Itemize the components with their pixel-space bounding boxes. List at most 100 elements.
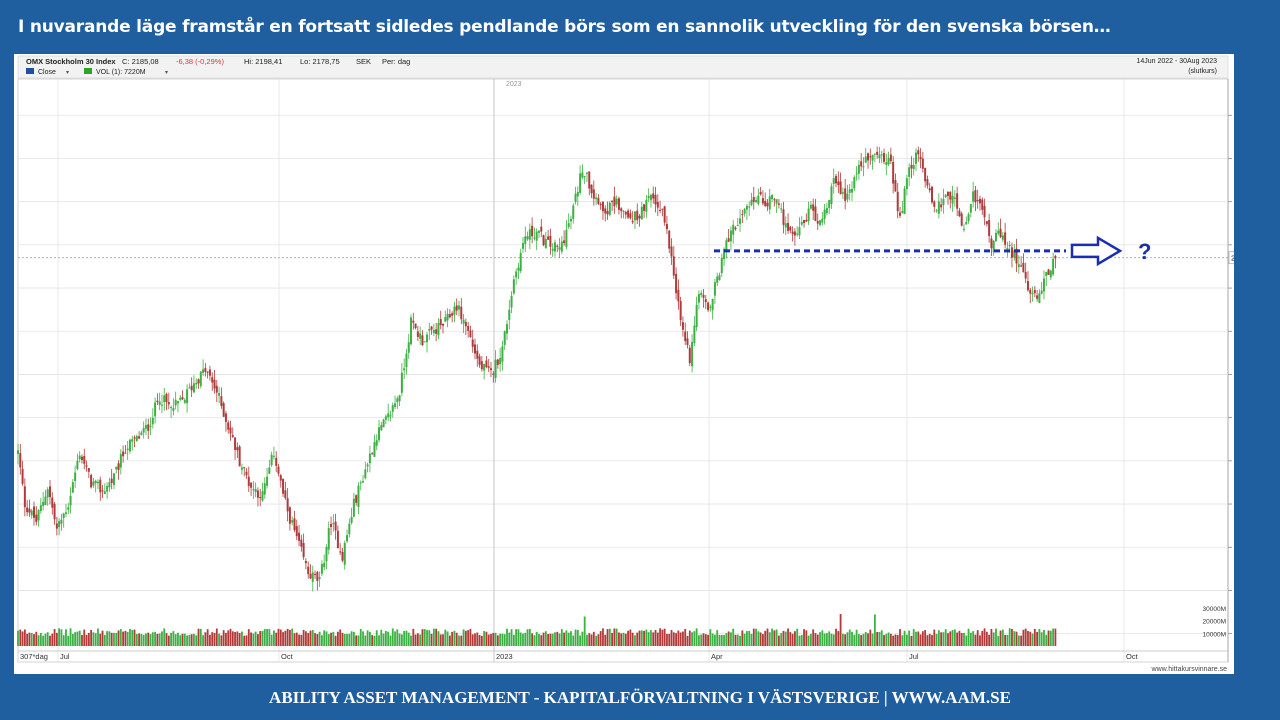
candle-body <box>871 154 874 161</box>
candle-body <box>935 210 938 212</box>
volume-legend-label[interactable]: VOL (1): 7220M <box>96 69 146 76</box>
volume-bar <box>816 634 819 646</box>
candle-body <box>581 172 584 178</box>
candle-body <box>256 490 259 498</box>
volume-bar <box>672 632 675 646</box>
candle-body <box>396 398 399 403</box>
volume-bar <box>935 633 938 646</box>
volume-bar <box>380 629 383 646</box>
volume-bar <box>780 633 783 646</box>
candle-body <box>46 489 49 498</box>
volume-bar <box>506 628 508 646</box>
candle-body <box>83 455 86 464</box>
volume-bar <box>382 633 385 646</box>
volume-bar <box>302 629 305 646</box>
candle-body <box>990 238 993 249</box>
candle-body <box>757 195 760 204</box>
volume-bar <box>496 635 499 646</box>
volume-bar <box>1029 631 1032 646</box>
candle-body <box>213 379 216 389</box>
volume-bar <box>912 629 915 646</box>
volume-bar <box>403 630 406 646</box>
volume-bar <box>937 630 940 646</box>
candle-body <box>437 323 440 336</box>
volume-bar <box>725 633 728 646</box>
volume-bar <box>684 629 687 646</box>
candle-body <box>780 208 783 210</box>
candle-body <box>243 467 246 469</box>
volume-bar <box>332 631 335 646</box>
candle-body <box>1038 293 1041 303</box>
volume-bar <box>592 631 595 646</box>
volume-bar <box>910 635 913 646</box>
right-frame <box>1234 54 1280 674</box>
volume-bar <box>462 629 465 646</box>
candle-body <box>965 222 968 225</box>
volume-bar <box>915 631 917 646</box>
volume-bar <box>1031 633 1034 646</box>
volume-bar <box>700 634 703 646</box>
candle-body <box>551 248 554 251</box>
candle-body <box>346 535 349 542</box>
candle-body <box>222 403 225 417</box>
candle-body <box>972 191 975 202</box>
volume-bar <box>355 635 358 646</box>
candle-body <box>953 197 956 199</box>
volume-bar <box>229 628 232 646</box>
candle-body <box>26 507 29 513</box>
volume-bar <box>718 634 721 646</box>
candle-body <box>997 230 1000 234</box>
candle-body <box>837 181 840 186</box>
volume-bar <box>220 635 223 646</box>
candle-body <box>135 436 138 441</box>
candle-body <box>903 188 906 214</box>
candle-body <box>896 191 899 212</box>
close-legend-dropdown-icon[interactable]: ▾ <box>66 70 69 76</box>
candle-body <box>268 467 271 474</box>
volume-bar <box>384 631 387 646</box>
volume-bar <box>133 629 136 646</box>
candle-body <box>912 165 915 170</box>
close-legend-label[interactable]: Close <box>38 69 56 76</box>
volume-bar <box>645 629 648 646</box>
candle-body <box>851 188 854 193</box>
candle-body <box>542 235 545 246</box>
candle-body <box>44 496 47 505</box>
candle-body <box>949 191 952 200</box>
candle-body <box>697 294 700 303</box>
volume-bar <box>661 629 664 646</box>
candle-body <box>750 199 753 205</box>
candle-body <box>1045 272 1048 276</box>
volume-bar <box>334 635 337 646</box>
stock-chart: OMX Stockholm 30 Index C: 2185,08 -6,38 … <box>14 54 1264 674</box>
candle-body <box>85 465 88 467</box>
volume-legend-dropdown-icon[interactable]: ▾ <box>165 70 168 76</box>
volume-bar <box>476 632 479 646</box>
volume-bar <box>711 633 714 646</box>
volume-bar <box>62 635 65 646</box>
candle-body <box>291 520 294 523</box>
volume-bar <box>202 635 204 646</box>
watermark[interactable]: www.hittakursvinnare.se <box>1151 666 1228 673</box>
candle-body <box>1033 289 1036 294</box>
volume-bar <box>494 632 497 646</box>
volume-bar <box>416 633 419 646</box>
candle-body <box>453 306 456 315</box>
candle-body <box>103 491 106 494</box>
candle-body <box>533 237 536 239</box>
candle-body <box>92 481 95 486</box>
volume-bar <box>1017 635 1020 646</box>
candle-body <box>160 404 163 406</box>
candle-body <box>1042 278 1045 292</box>
candle-body <box>867 153 870 161</box>
volume-bar <box>199 628 202 646</box>
candle-body <box>55 523 58 529</box>
volume-bar <box>138 633 141 646</box>
candle-body <box>640 206 643 220</box>
volume-bar <box>33 634 35 646</box>
volume-bar <box>702 633 705 646</box>
volume-bar <box>864 632 867 646</box>
candle-body <box>823 209 826 219</box>
volume-bar <box>90 630 93 646</box>
volume-bar <box>46 632 49 646</box>
